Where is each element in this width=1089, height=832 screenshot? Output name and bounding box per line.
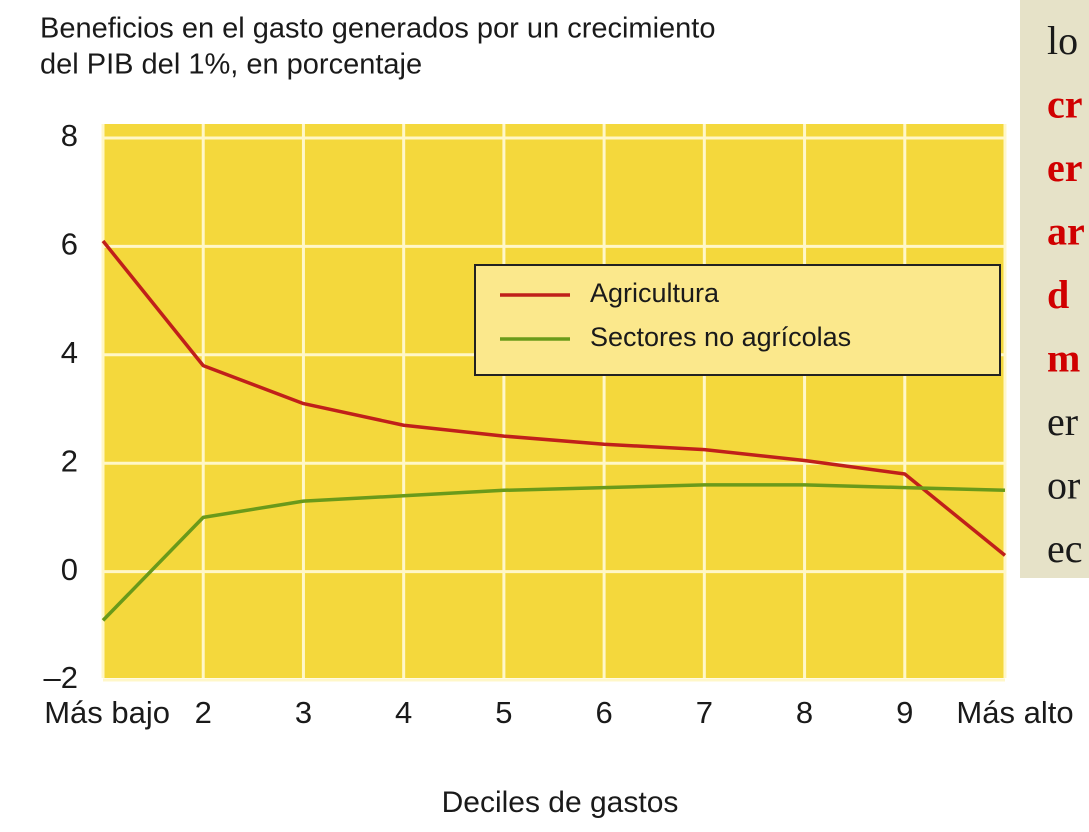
x-tick-label: 2 [195,695,212,730]
side-text: er [1047,145,1083,190]
chart-title: Beneficios en el gasto generados por un … [40,13,715,45]
x-tick-label: Más bajo [44,695,170,730]
series-line [101,239,1007,557]
side-text: d [1047,272,1069,317]
plot-background [103,124,1005,678]
x-tick-label: 4 [395,695,412,730]
x-tick-label: 9 [896,695,913,730]
y-tick-label: 0 [61,552,78,587]
y-tick-label: 4 [61,335,78,370]
side-text: m [1047,336,1080,381]
legend-box [474,264,1001,376]
side-text: cr [1047,82,1083,127]
y-tick-label: 2 [61,443,78,478]
side-text: er [1047,399,1078,444]
side-text: ec [1047,526,1083,571]
y-tick-label: 6 [61,227,78,262]
x-axis-label: Deciles de gastos [442,786,679,819]
x-tick-label: 8 [796,695,813,730]
legend-label: Agricultura [590,278,720,308]
side-box [1020,0,1089,578]
side-text: ar [1047,209,1085,254]
x-tick-label: 7 [696,695,713,730]
y-tick-label: –2 [44,660,78,695]
x-tick-label: 5 [495,695,512,730]
x-tick-label: Más alto [956,695,1073,730]
chart-title: del PIB del 1%, en porcentaje [40,49,422,81]
y-tick-label: 8 [61,118,78,153]
legend-label: Sectores no agrícolas [590,322,851,352]
x-tick-label: 6 [595,695,612,730]
series-line [101,483,1006,622]
side-text: lo [1047,18,1078,63]
x-tick-label: 3 [295,695,312,730]
side-text: or [1047,463,1080,508]
